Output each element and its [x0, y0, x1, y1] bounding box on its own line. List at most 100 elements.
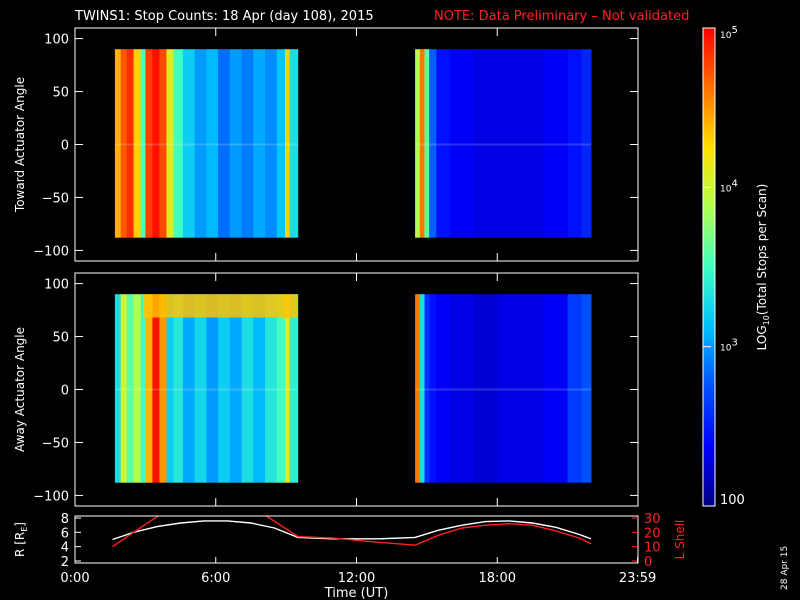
data-column: [159, 294, 167, 483]
data-column: [166, 294, 174, 483]
colorbar-gradient: [702, 27, 716, 507]
colorbar-tick-exp: 5: [731, 25, 737, 36]
colorbar-label-rest: (Total Stops per Scan): [755, 184, 769, 315]
data-column: [145, 294, 153, 483]
y-tick-label: 100: [44, 33, 69, 48]
x-tick-label: 6:00: [201, 571, 230, 586]
y-tick-label-left: 4: [61, 541, 69, 556]
colorbar-tick-base: 10: [720, 31, 732, 41]
data-column: [145, 49, 153, 238]
data-column: [419, 294, 425, 483]
preliminary-note: NOTE: Data Preliminary – Not validated: [434, 9, 689, 24]
y-tick-label: 50: [52, 86, 69, 101]
data-column: [166, 49, 174, 238]
data-column: [133, 294, 141, 483]
data-column: [159, 49, 167, 238]
data-column: [285, 49, 291, 238]
data-column: [436, 49, 451, 238]
colorbar-tick-label: 104: [720, 178, 738, 194]
data-column: [173, 49, 184, 238]
x-tick-label: 12:00: [338, 571, 375, 586]
data-column: [253, 49, 266, 238]
data-column: [241, 49, 254, 238]
data-column: [424, 294, 430, 483]
y-tick-label-left: 2: [61, 555, 69, 570]
y-axis-label: Away Actuator Angle: [13, 327, 27, 452]
y-tick-label: −50: [42, 436, 69, 451]
data-column: [182, 49, 195, 238]
data-column: [126, 294, 134, 483]
data-column: [206, 294, 219, 483]
y-tick-label: −100: [33, 489, 69, 504]
colorbar-label-log: LOG: [755, 325, 769, 350]
lshell-line: [112, 516, 592, 548]
data-column: [429, 49, 437, 238]
y-tick-label: 0: [61, 139, 69, 154]
y-axis-label-left: R [RE]: [13, 522, 29, 557]
y-tick-label-left: 8: [61, 512, 69, 527]
data-column: [140, 294, 146, 483]
data-segment: [415, 49, 592, 238]
colorbar-tick-exp: 4: [731, 178, 737, 189]
data-column: [218, 294, 231, 483]
y-tick-label: 50: [52, 331, 69, 346]
x-axis-label: Time (UT): [324, 586, 389, 600]
data-column: [581, 49, 592, 238]
data-column: [152, 49, 160, 238]
data-column: [544, 294, 569, 483]
data-column: [173, 294, 184, 483]
data-column: [253, 294, 266, 483]
y-tick-label-left: 6: [61, 526, 69, 541]
data-column: [419, 49, 425, 238]
data-column: [276, 294, 286, 483]
y-tick-label: 0: [61, 384, 69, 399]
plot-title: TWINS1: Stop Counts: 18 Apr (day 108), 2…: [74, 9, 374, 24]
data-column: [473, 294, 498, 483]
y-tick-label-right: 0: [644, 555, 652, 570]
data-column: [265, 49, 278, 238]
data-column: [415, 294, 421, 483]
data-column: [289, 294, 299, 483]
colorbar-tick-label: 100: [720, 493, 745, 508]
y-axis-label-left-main: R [R: [13, 532, 27, 557]
data-column: [581, 294, 592, 483]
colorbar-tick-exp: 3: [731, 338, 737, 349]
data-column: [520, 49, 545, 238]
data-column: [229, 294, 242, 483]
data-column: [206, 49, 219, 238]
data-column: [265, 294, 278, 483]
colorbar-tick-base: 100: [720, 493, 745, 508]
data-column: [194, 49, 207, 238]
y-tick-label-right: 10: [644, 541, 661, 556]
colorbar-label: LOG10(Total Stops per Scan): [755, 184, 771, 351]
data-column: [120, 49, 127, 238]
data-column: [218, 49, 231, 238]
y-axis-label-right: L Shell: [673, 520, 687, 560]
data-column: [429, 294, 437, 483]
radius-line: [112, 520, 592, 541]
y-axis-label-left-end: ]: [13, 522, 27, 527]
data-column: [567, 294, 583, 483]
colorbar-tick-base: 10: [720, 184, 732, 194]
y-tick-label: −50: [42, 191, 69, 206]
data-column: [289, 49, 299, 238]
data-column: [276, 49, 286, 238]
data-column: [415, 49, 421, 238]
y-axis-label: Toward Actuator Angle: [13, 77, 27, 213]
x-tick-label: 23:59: [619, 571, 656, 586]
colorbar-tick-label: 105: [720, 25, 738, 41]
data-column: [114, 294, 122, 483]
y-tick-label: 100: [44, 278, 69, 293]
data-column: [114, 49, 122, 238]
data-column: [450, 294, 475, 483]
data-segment: [114, 294, 299, 483]
data-segment: [114, 49, 299, 238]
x-tick-label: 0:00: [60, 571, 89, 586]
data-column: [120, 294, 127, 483]
data-column: [285, 294, 291, 483]
data-column: [194, 294, 207, 483]
data-column: [473, 49, 498, 238]
colorbar-tick-base: 10: [720, 344, 732, 354]
